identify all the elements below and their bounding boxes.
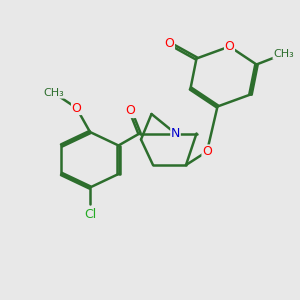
Text: CH₃: CH₃ xyxy=(273,49,294,59)
Text: O: O xyxy=(225,40,234,53)
Text: CH₃: CH₃ xyxy=(44,88,64,98)
Text: O: O xyxy=(202,145,212,158)
Text: N: N xyxy=(171,127,180,140)
Text: Cl: Cl xyxy=(84,208,96,221)
Text: O: O xyxy=(126,104,135,118)
Text: O: O xyxy=(165,37,174,50)
Text: O: O xyxy=(72,101,81,115)
